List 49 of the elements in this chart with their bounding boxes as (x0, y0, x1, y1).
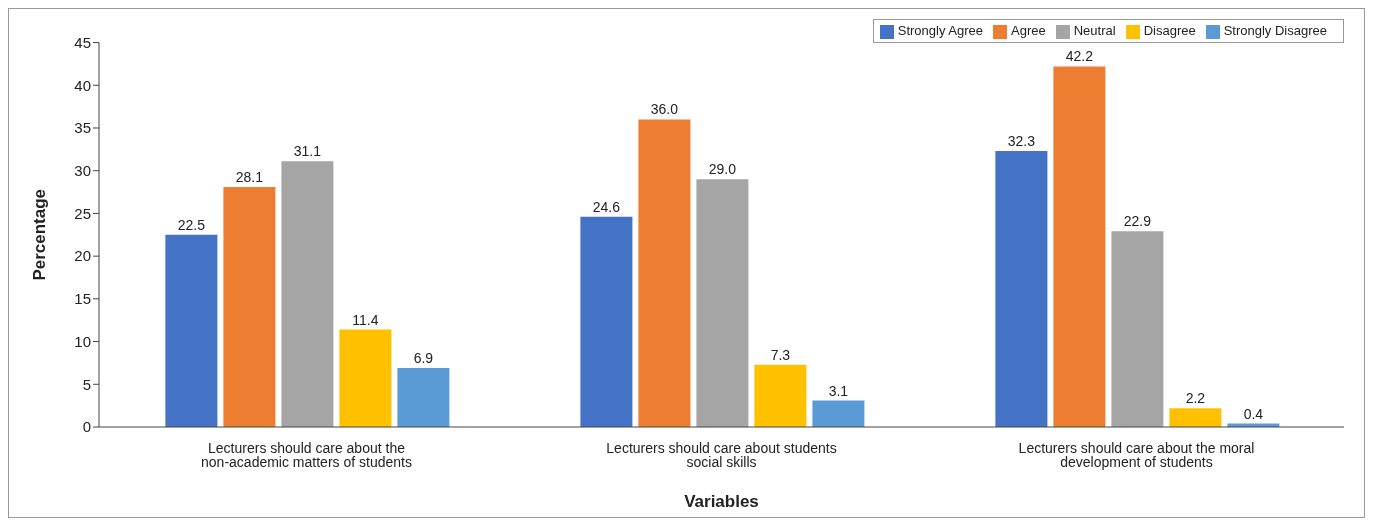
y-tick-label: 20 (74, 247, 91, 265)
legend-label: Neutral (1073, 23, 1116, 38)
bar (1111, 231, 1164, 427)
bar (580, 216, 633, 427)
y-tick-label: 35 (74, 119, 91, 137)
y-tick-label: 45 (74, 33, 91, 51)
data-label: 36.0 (650, 101, 679, 118)
data-label: 22.5 (177, 216, 206, 233)
legend-label: Strongly Agree (897, 23, 984, 38)
data-label: 28.1 (235, 168, 264, 185)
y-tick-label: 0 (82, 418, 91, 436)
bar (1169, 408, 1222, 427)
legend-label: Strongly Disagree (1223, 23, 1327, 38)
data-label: 22.9 (1123, 213, 1152, 230)
data-label: 2.2 (1185, 390, 1206, 407)
bar (696, 179, 749, 427)
y-tick-label: 10 (74, 332, 91, 350)
x-tick-label: Lecturers should care about students social skills (606, 439, 837, 470)
bar (281, 161, 334, 427)
bar (223, 186, 276, 427)
bar (165, 234, 218, 427)
bar (754, 364, 807, 427)
y-tick-label: 5 (82, 375, 91, 393)
y-tick-label: 25 (74, 204, 91, 222)
data-label: 6.9 (413, 350, 434, 367)
data-label: 31.1 (293, 143, 322, 160)
bar (995, 151, 1048, 427)
data-label: 11.4 (352, 311, 379, 328)
bar (1053, 66, 1106, 427)
bar (397, 368, 450, 427)
data-label: 29.0 (708, 161, 737, 178)
data-label: 24.6 (592, 198, 621, 215)
bar (638, 119, 691, 427)
data-label: 3.1 (828, 382, 849, 399)
y-tick-label: 30 (74, 162, 91, 180)
data-label: 0.4 (1243, 405, 1264, 422)
data-label: 42.2 (1065, 48, 1094, 65)
bar (339, 329, 392, 427)
data-label: 7.3 (770, 346, 791, 363)
bar (812, 400, 865, 427)
data-label: 32.3 (1007, 133, 1036, 150)
y-tick-label: 15 (74, 290, 91, 308)
x-tick-label: Lecturers should care about the non-academic matters of students (201, 439, 412, 470)
legend-label: Agree (1011, 23, 1046, 38)
legend-label: Disagree (1143, 23, 1196, 38)
x-tick-label: Lecturers should care about the moral development of students (1018, 439, 1255, 470)
y-tick-label: 40 (74, 76, 91, 94)
y-axis-title: Percentage (30, 188, 50, 281)
x-axis-title: Variables (684, 492, 759, 511)
